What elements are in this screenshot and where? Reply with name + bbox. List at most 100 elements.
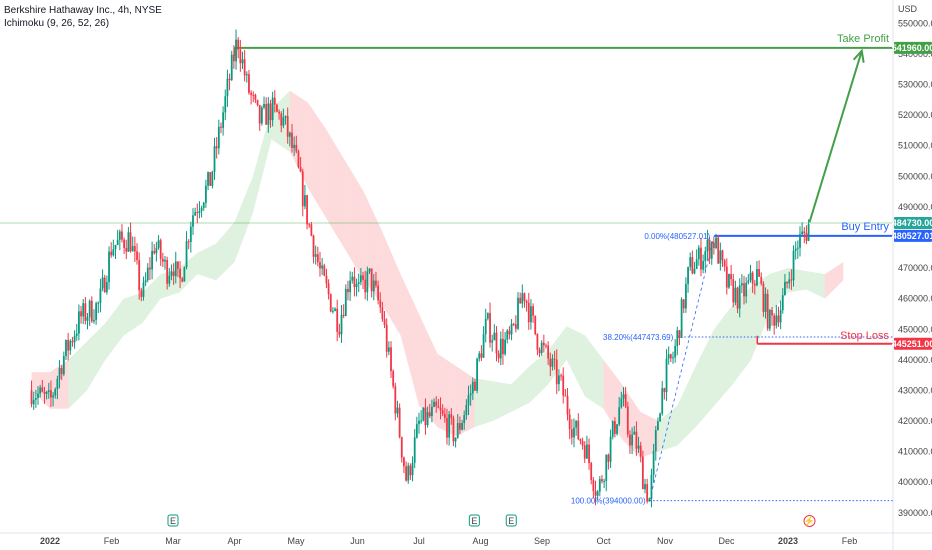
candle-body <box>241 59 244 64</box>
candle-body <box>86 317 89 321</box>
candle-body <box>248 74 250 93</box>
candle-body <box>215 146 218 149</box>
price-axis[interactable]: USD 390000.00 400000.00 410000.00 420000.00… <box>892 0 932 550</box>
stop-loss-label: Stop Loss <box>840 330 889 342</box>
candle-body <box>532 306 534 316</box>
cloud-segment <box>363 191 383 305</box>
candle-body <box>276 104 278 112</box>
candle-body <box>471 381 474 394</box>
chart-title[interactable]: Berkshire Hathaway Inc., 4h, NYSE <box>4 5 162 16</box>
candle-body <box>678 330 681 338</box>
candle-body <box>342 314 345 316</box>
candle-body <box>749 272 752 281</box>
time-tick-label: Sep <box>534 536 550 546</box>
time-tick-label: Feb <box>842 536 858 546</box>
candle-body <box>321 265 324 269</box>
candle-body <box>299 167 302 172</box>
candle-body <box>101 277 104 289</box>
candle-body <box>566 396 569 415</box>
cloud-segment <box>86 323 106 391</box>
candle-body <box>624 394 627 407</box>
candle-body <box>174 261 177 277</box>
candle-body <box>523 293 526 301</box>
earnings-marker <box>468 514 480 527</box>
candle-body <box>205 185 207 203</box>
candle-body <box>728 273 730 288</box>
price-tick-label: 510000.00 <box>898 141 932 151</box>
cloud-segment <box>419 313 438 428</box>
candle-body <box>394 386 397 414</box>
candle-body <box>319 262 321 269</box>
candle-body <box>405 466 407 481</box>
candle-body <box>525 300 528 303</box>
candle-body <box>751 272 754 284</box>
time-tick-label: Feb <box>104 536 120 546</box>
cloud-segment <box>105 298 124 360</box>
candle-body <box>220 126 222 128</box>
cloud-segment <box>382 231 401 336</box>
candle-body <box>784 281 786 296</box>
candle-body <box>325 275 328 284</box>
candle-body <box>50 390 52 398</box>
cloud-segment <box>234 176 253 262</box>
candle-body <box>58 367 61 379</box>
candle-body <box>316 254 319 263</box>
candle-body <box>558 375 560 385</box>
cloud-segment <box>621 384 641 458</box>
cloud-segment <box>197 243 217 281</box>
price-tick-label: 410000.00 <box>898 447 932 457</box>
candle-body <box>351 276 354 281</box>
time-tick-label: Jul <box>413 536 425 546</box>
candle-body <box>579 439 582 442</box>
candle-body <box>392 371 395 387</box>
candle-body <box>334 308 336 311</box>
chart-legend: Berkshire Hathaway Inc., 4h, NYSE Ichimo… <box>4 4 162 30</box>
candle-body <box>534 315 537 335</box>
stop-loss-tag <box>894 337 932 350</box>
candle-body <box>560 375 562 377</box>
candle-body <box>422 407 425 421</box>
candle-body <box>448 414 451 438</box>
candle-body <box>478 353 481 359</box>
candle-body <box>222 112 225 128</box>
cloud-segment <box>640 411 659 458</box>
time-axis[interactable]: 2022 Feb Mar Apr May Jun Jul Aug Sep Oct Nov Dec 202… <box>0 514 932 546</box>
candle-body <box>570 429 573 438</box>
candle-body <box>551 358 554 367</box>
candle-body <box>717 237 720 264</box>
candle-body <box>353 276 356 288</box>
candle-body <box>519 297 522 304</box>
candle-body <box>609 436 612 462</box>
candle-body <box>293 144 296 149</box>
candle-body <box>138 260 141 291</box>
indicator-label[interactable]: Ichimoku (9, 26, 52, 26) <box>4 18 110 29</box>
candle-body <box>372 280 375 292</box>
candle-body <box>265 103 268 125</box>
candle-body <box>310 224 313 236</box>
candle-body <box>237 39 240 50</box>
candle-body <box>514 324 517 329</box>
candle-body <box>327 283 330 295</box>
candle-body <box>34 397 37 400</box>
candle-body <box>127 232 130 252</box>
candle-body <box>611 421 614 437</box>
candle-body <box>596 491 599 496</box>
candle-body <box>364 279 367 293</box>
candle-body <box>381 307 384 320</box>
candle-body <box>288 132 291 137</box>
candle-body <box>771 310 773 316</box>
candle-body <box>450 414 453 419</box>
time-tick-label: Aug <box>472 536 488 546</box>
candle-body <box>105 282 108 293</box>
candle-body <box>407 465 410 481</box>
cloud-segment <box>751 274 770 360</box>
take-profit-tag-text: 541960.00 <box>892 43 932 53</box>
candle-body <box>590 462 593 481</box>
candle-body <box>568 414 571 430</box>
candle-body <box>790 279 793 281</box>
candle-body <box>166 259 169 284</box>
candle-body <box>118 231 121 240</box>
candle-body <box>357 282 360 284</box>
candle-body <box>144 280 147 283</box>
